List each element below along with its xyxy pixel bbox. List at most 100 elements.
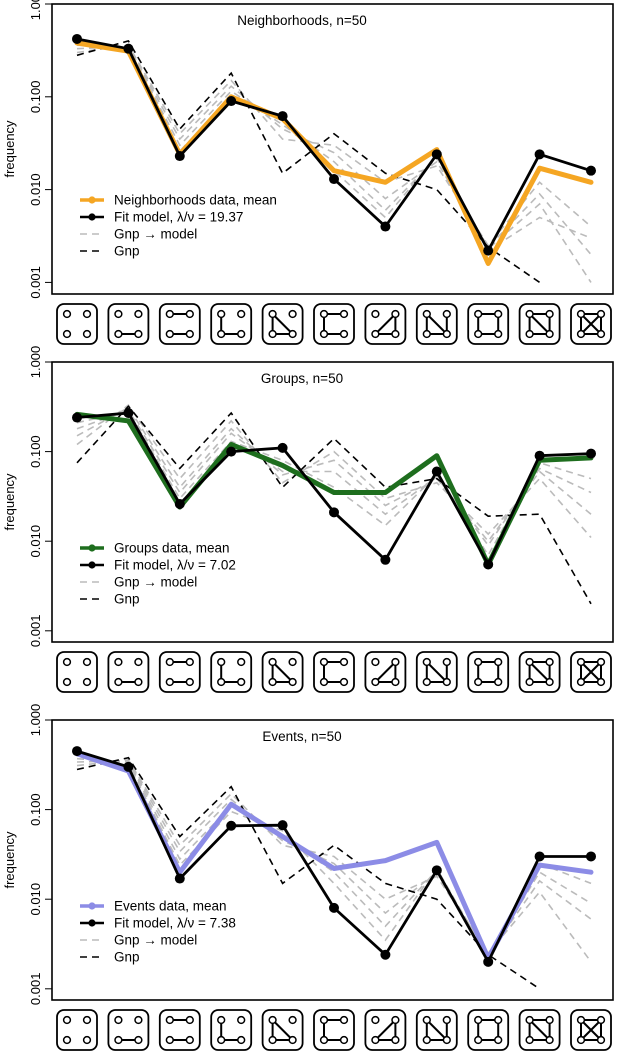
motif-node xyxy=(525,677,534,687)
legend: Events data, mean Fit model, λ/ν = 7.38 Gn… xyxy=(80,899,236,965)
legend-marker xyxy=(88,196,96,204)
motif-node xyxy=(391,657,400,667)
fit-model-point xyxy=(123,43,134,54)
fit-model-point xyxy=(329,507,339,518)
motif-frame xyxy=(467,303,510,345)
y-axis-label: frequency xyxy=(2,831,17,889)
motif-frame xyxy=(158,651,201,693)
motif-frame xyxy=(107,651,150,693)
legend-label: Neighborhoods data, mean xyxy=(114,193,277,208)
fit-model-point xyxy=(174,873,185,884)
motif-node xyxy=(288,657,297,667)
motif-glyph-one-edge xyxy=(107,651,150,693)
motif-glyph-diamond xyxy=(518,651,561,693)
motif-node xyxy=(185,1015,194,1025)
motif-frame xyxy=(261,1009,304,1051)
motif-node xyxy=(268,1035,277,1045)
motif-frame xyxy=(570,651,612,693)
motif-glyph-four-cycle xyxy=(467,303,510,345)
motif-node xyxy=(165,1035,174,1045)
fit-model-point xyxy=(586,165,596,176)
motif-node xyxy=(62,309,72,319)
motif-edge xyxy=(528,1019,551,1041)
motif-frame xyxy=(415,303,458,345)
motif-node xyxy=(217,1035,226,1045)
motif-frame xyxy=(570,303,612,345)
fit-model-point xyxy=(174,499,185,510)
y-tick-label: 0.001 xyxy=(28,266,43,299)
fit-model-point xyxy=(329,174,339,185)
motif-glyph-triangle-plus-edge xyxy=(415,303,458,345)
legend-label: Events data, mean xyxy=(114,899,227,914)
fit-model-point xyxy=(431,466,442,477)
gnp-to-model-line xyxy=(76,44,592,283)
legend-label: Fit model, λ/ν = 19.37 xyxy=(114,210,243,225)
legend-label: Gnp xyxy=(114,592,140,607)
motif-glyph-two-disjoint-edges xyxy=(158,1009,201,1051)
motif-node xyxy=(339,1015,349,1025)
motif-frame xyxy=(158,303,201,345)
legend-label: Gnp → model xyxy=(114,227,197,242)
chart-panel-3: 0.001 0.010 0.100 1.000 frequency Events, n=5… xyxy=(2,704,614,1051)
motif-node xyxy=(134,329,143,339)
motif-glyph-complete-four xyxy=(570,303,612,345)
motif-frame xyxy=(467,651,510,693)
motif-node xyxy=(494,309,503,319)
motif-frame xyxy=(313,1009,355,1051)
fit-model-point xyxy=(72,412,82,423)
motif-node xyxy=(596,1035,606,1045)
motif-node xyxy=(114,677,123,687)
y-tick-label: 1.000 xyxy=(28,346,43,379)
legend-label: Gnp xyxy=(114,244,140,259)
motif-node xyxy=(268,1015,277,1025)
chart-title: Events, n=50 xyxy=(262,729,341,744)
motif-node xyxy=(576,1035,586,1045)
gnp-to-model-line xyxy=(76,409,592,547)
series-group xyxy=(72,403,596,605)
motif-node xyxy=(371,1015,380,1025)
motif-node xyxy=(288,329,297,339)
motif-node xyxy=(371,1035,380,1045)
motif-node xyxy=(319,329,329,339)
legend-label: Groups data, mean xyxy=(114,541,230,556)
motif-node xyxy=(494,1035,503,1045)
motif-node xyxy=(474,1035,483,1045)
legend-label: Fit model, λ/ν = 7.38 xyxy=(114,916,236,931)
chart-title: Neighborhoods, n=50 xyxy=(237,13,366,28)
motif-node xyxy=(339,677,349,687)
motif-frame xyxy=(415,651,458,693)
motif-node xyxy=(474,657,483,667)
motif-edge xyxy=(271,313,294,335)
motif-node xyxy=(339,657,349,667)
motif-node xyxy=(165,329,174,339)
motif-frame xyxy=(56,1009,98,1051)
motif-glyph-triangle xyxy=(364,303,407,345)
fit-model-point xyxy=(72,746,82,757)
motif-glyph-four-cycle xyxy=(467,651,510,693)
motif-node xyxy=(422,1035,431,1045)
gnp-to-model-line xyxy=(76,45,592,256)
motif-node xyxy=(185,677,194,687)
motif-node xyxy=(114,657,123,667)
motif-node xyxy=(288,1035,297,1045)
motif-node xyxy=(371,677,380,687)
fit-model-point xyxy=(277,111,288,122)
motif-frame xyxy=(313,303,355,345)
motif-node xyxy=(237,309,246,319)
motif-frame xyxy=(364,1009,407,1051)
motif-edge xyxy=(374,313,397,335)
fit-model-point xyxy=(586,851,596,862)
legend-marker xyxy=(88,213,96,221)
fit-model-point xyxy=(380,221,391,232)
gnp-to-model-line xyxy=(76,410,592,557)
motif-glyph-empty xyxy=(56,1009,98,1051)
motif-node xyxy=(442,677,451,687)
motif-edge xyxy=(426,1019,448,1041)
motif-frame xyxy=(107,1009,150,1051)
motif-node xyxy=(422,309,431,319)
motif-glyph-path-two-edges xyxy=(210,303,253,345)
motif-node xyxy=(62,677,72,687)
motif-node xyxy=(545,657,554,667)
motif-node xyxy=(525,1015,534,1025)
